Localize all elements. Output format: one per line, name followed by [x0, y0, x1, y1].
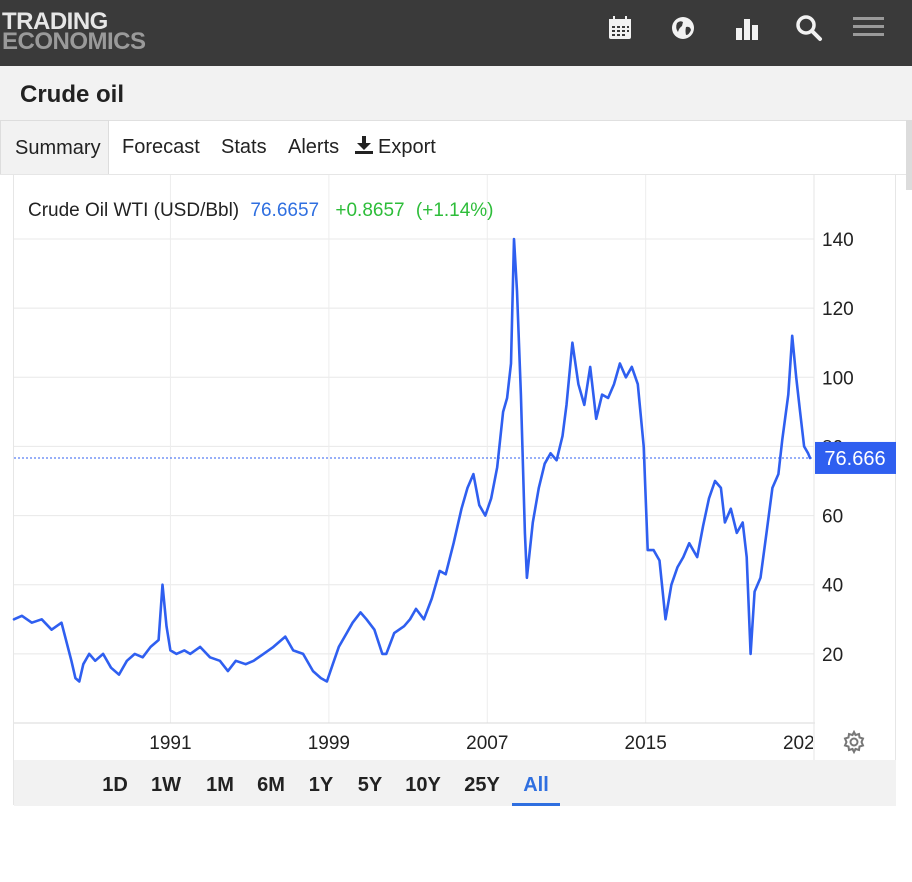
- range-selector: 1D 1W 1M 6M 1Y 5Y 10Y 25Y All: [14, 760, 896, 806]
- tab-forecast-label: Forecast: [122, 136, 200, 158]
- y-tick-label: 120: [822, 299, 854, 320]
- x-tick-label: 2015: [625, 733, 667, 754]
- tab-summary[interactable]: Summary: [0, 120, 109, 174]
- range-25y-button[interactable]: 25Y: [464, 774, 500, 796]
- bar-chart-icon[interactable]: [733, 14, 761, 42]
- page-title-bar: Crude oil: [0, 66, 912, 121]
- range-1d-button[interactable]: 1D: [102, 774, 128, 796]
- y-tick-label: 20: [822, 645, 843, 666]
- menu-icon[interactable]: [853, 14, 885, 42]
- range-1w-button[interactable]: 1W: [151, 774, 181, 796]
- top-navigation-bar: TRADING ECONOMICS: [0, 0, 912, 66]
- current-price-badge-bg: [815, 441, 896, 474]
- y-tick-label: 40: [822, 576, 843, 597]
- tab-stats[interactable]: Stats: [221, 120, 267, 174]
- quote-name: Crude Oil WTI (USD/Bbl): [28, 200, 239, 221]
- x-tick-label: 2023: [783, 733, 825, 754]
- tab-bar: Summary Forecast Stats Alerts Export: [0, 120, 912, 175]
- gear-icon[interactable]: [842, 729, 866, 755]
- tab-export-label: Export: [378, 136, 436, 158]
- calendar-icon[interactable]: [606, 14, 634, 42]
- logo[interactable]: TRADING ECONOMICS: [2, 8, 146, 55]
- logo-line-2: ECONOMICS: [2, 28, 146, 55]
- search-icon[interactable]: [795, 14, 823, 42]
- tab-alerts[interactable]: Alerts: [288, 120, 339, 174]
- chart-grid: [14, 175, 814, 723]
- x-axis-ticks: 1991 1999 2007 2015 2023: [149, 733, 825, 754]
- range-1y-button[interactable]: 1Y: [308, 774, 334, 796]
- current-price-badge: 76.666: [815, 441, 896, 474]
- tab-forecast[interactable]: Forecast: [122, 120, 200, 174]
- tab-alerts-label: Alerts: [288, 136, 340, 158]
- range-all-button[interactable]: All: [512, 760, 560, 806]
- x-tick-label: 2007: [466, 733, 508, 754]
- range-10y-button[interactable]: 10Y: [405, 774, 441, 796]
- x-tick-label: 1999: [308, 733, 350, 754]
- globe-icon[interactable]: [670, 14, 698, 42]
- quote-header: Crude Oil WTI (USD/Bbl) 76.6657 +0.8657 …: [28, 200, 494, 221]
- y-tick-label: 60: [822, 507, 843, 528]
- page-title: Crude oil: [20, 81, 125, 108]
- quote-price: 76.6657: [250, 200, 319, 221]
- series-line: [12, 237, 812, 683]
- x-tick-label: 1991: [149, 733, 191, 754]
- logo-line-1: TRADING: [2, 8, 108, 35]
- range-5y-button[interactable]: 5Y: [357, 774, 383, 796]
- y-tick-label: 100: [822, 368, 854, 389]
- tab-export[interactable]: Export: [354, 120, 436, 174]
- range-6m-button[interactable]: 6M: [257, 774, 285, 796]
- scrollbar[interactable]: [906, 120, 912, 190]
- download-icon: [354, 122, 374, 176]
- range-1m-button[interactable]: 1M: [206, 774, 234, 796]
- tab-stats-label: Stats: [221, 136, 267, 158]
- tab-summary-label: Summary: [15, 137, 101, 159]
- current-price-label: 76.666: [824, 448, 885, 470]
- quote-change: +0.8657: [335, 200, 404, 221]
- quote-change-pct: (+1.14%): [416, 200, 494, 221]
- y-tick-label: 140: [822, 230, 854, 251]
